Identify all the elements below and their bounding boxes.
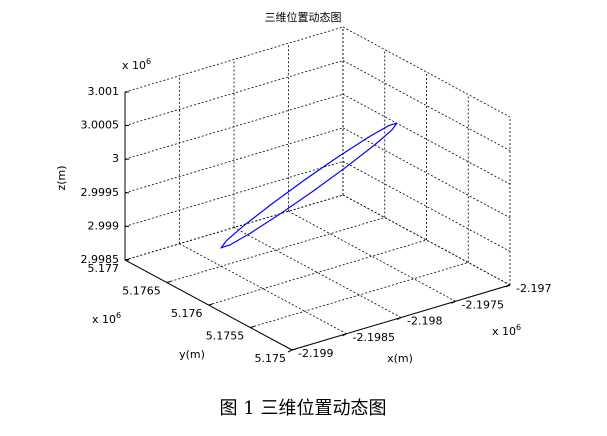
y-tick xyxy=(166,281,171,283)
z-tick-label: 3.0005 xyxy=(81,119,120,132)
grid-line xyxy=(166,217,385,283)
y-tick xyxy=(250,326,255,328)
z-tick-label: 3 xyxy=(112,152,119,165)
x-tick xyxy=(287,349,293,353)
z-multiplier: x 106 xyxy=(122,57,151,73)
grid-line xyxy=(124,127,344,194)
y-tick-label: 5.1765 xyxy=(122,285,161,298)
z-axis-label: z(m) xyxy=(55,165,68,190)
x-tick-label: -2.197 xyxy=(516,282,551,295)
x-tick xyxy=(451,300,456,304)
x-tick xyxy=(342,333,347,337)
y-tick xyxy=(291,348,297,351)
y-multiplier: x 106 xyxy=(92,311,121,327)
z-tick-label: 2.999 xyxy=(88,219,120,232)
x-tick-label: -2.1985 xyxy=(353,331,395,344)
y-tick-label: 5.175 xyxy=(255,352,287,365)
grid-line xyxy=(124,93,344,160)
grid-line xyxy=(124,26,344,93)
chart-title: 三维位置动态图 xyxy=(265,10,342,24)
z-tick-label: 2.9995 xyxy=(81,186,120,199)
z-multiplier-exp: 6 xyxy=(146,57,151,66)
z-multiplier-base: x 10 xyxy=(122,59,146,72)
x-tick xyxy=(396,317,402,320)
x-tick xyxy=(505,284,511,288)
x-multiplier: x 106 xyxy=(492,323,521,339)
x-multiplier-base: x 10 xyxy=(492,325,516,338)
x-axis-label: x(m) xyxy=(387,352,413,365)
caption: 图 1 三维位置动态图 xyxy=(220,398,387,419)
grid-line xyxy=(124,60,344,126)
y-multiplier-exp: 6 xyxy=(116,311,121,320)
y-tick-label: 5.1755 xyxy=(206,330,245,343)
x-tick-label: -2.1975 xyxy=(462,298,504,311)
z-tick-label: 3.001 xyxy=(88,85,120,98)
grid-line xyxy=(208,239,427,306)
grid-line xyxy=(342,127,511,219)
x-tick-label: -2.198 xyxy=(407,315,442,328)
y-tick-label: 5.176 xyxy=(171,307,203,320)
grid-line xyxy=(124,194,344,261)
grid-line xyxy=(288,210,456,302)
x-multiplier-exp: 6 xyxy=(516,323,521,332)
y-tick-label: 5.177 xyxy=(88,262,120,275)
y-tick xyxy=(208,303,213,306)
y-axis-label: y(m) xyxy=(179,348,205,361)
grid-line xyxy=(250,262,469,328)
grid-line xyxy=(124,161,344,227)
y-multiplier-base: x 10 xyxy=(92,313,116,326)
trajectory xyxy=(219,122,398,249)
x-tick-label: -2.199 xyxy=(298,347,333,360)
z-tick-label: 2.9985 xyxy=(81,253,120,266)
